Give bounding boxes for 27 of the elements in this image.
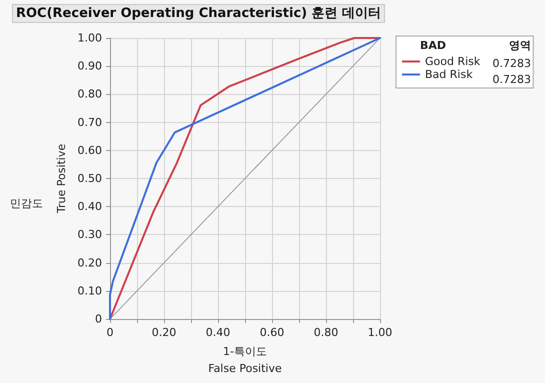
x-axis-title: 1-특이도 False Positive [208, 344, 282, 375]
x-tick-label: 0 [106, 326, 114, 339]
text: 0.7283 [492, 57, 532, 70]
y-tick-label: 0.90 [78, 60, 102, 73]
legend-title: BAD [420, 39, 446, 52]
x-tick-label: 0.20 [152, 326, 176, 339]
x-tick-label: 1.00 [368, 326, 392, 339]
y-tick-label: 0.20 [78, 256, 102, 270]
legend-label: Good Risk [425, 55, 481, 68]
y-tick-label: 1.00 [78, 32, 102, 44]
legend-label: Bad Risk [425, 68, 474, 81]
y-tick-label: 0.50 [78, 172, 102, 185]
x-tick-label: 0.80 [314, 326, 338, 339]
y-tick-label: 0.10 [78, 284, 102, 298]
y-tick-label: 0.60 [78, 144, 102, 157]
y-tick-label: 0.70 [78, 116, 102, 129]
x-tick-label: 0.60 [260, 326, 284, 339]
y-tick-label: 0 [95, 312, 102, 326]
y-tick-label: 0.40 [78, 200, 102, 214]
y-axis-title: True Positive [55, 144, 68, 214]
text: 영역 [509, 39, 531, 52]
y-tick-label: 0.80 [78, 88, 102, 101]
text: 민감도 [10, 197, 43, 210]
y-tick-label: 0.30 [78, 228, 102, 242]
chart-title: ROC(Receiver Operating Characteristic) 훈련 데이터 [16, 6, 382, 21]
text: 0.7283 [492, 73, 532, 86]
x-tick-label: 0.40 [206, 326, 230, 339]
